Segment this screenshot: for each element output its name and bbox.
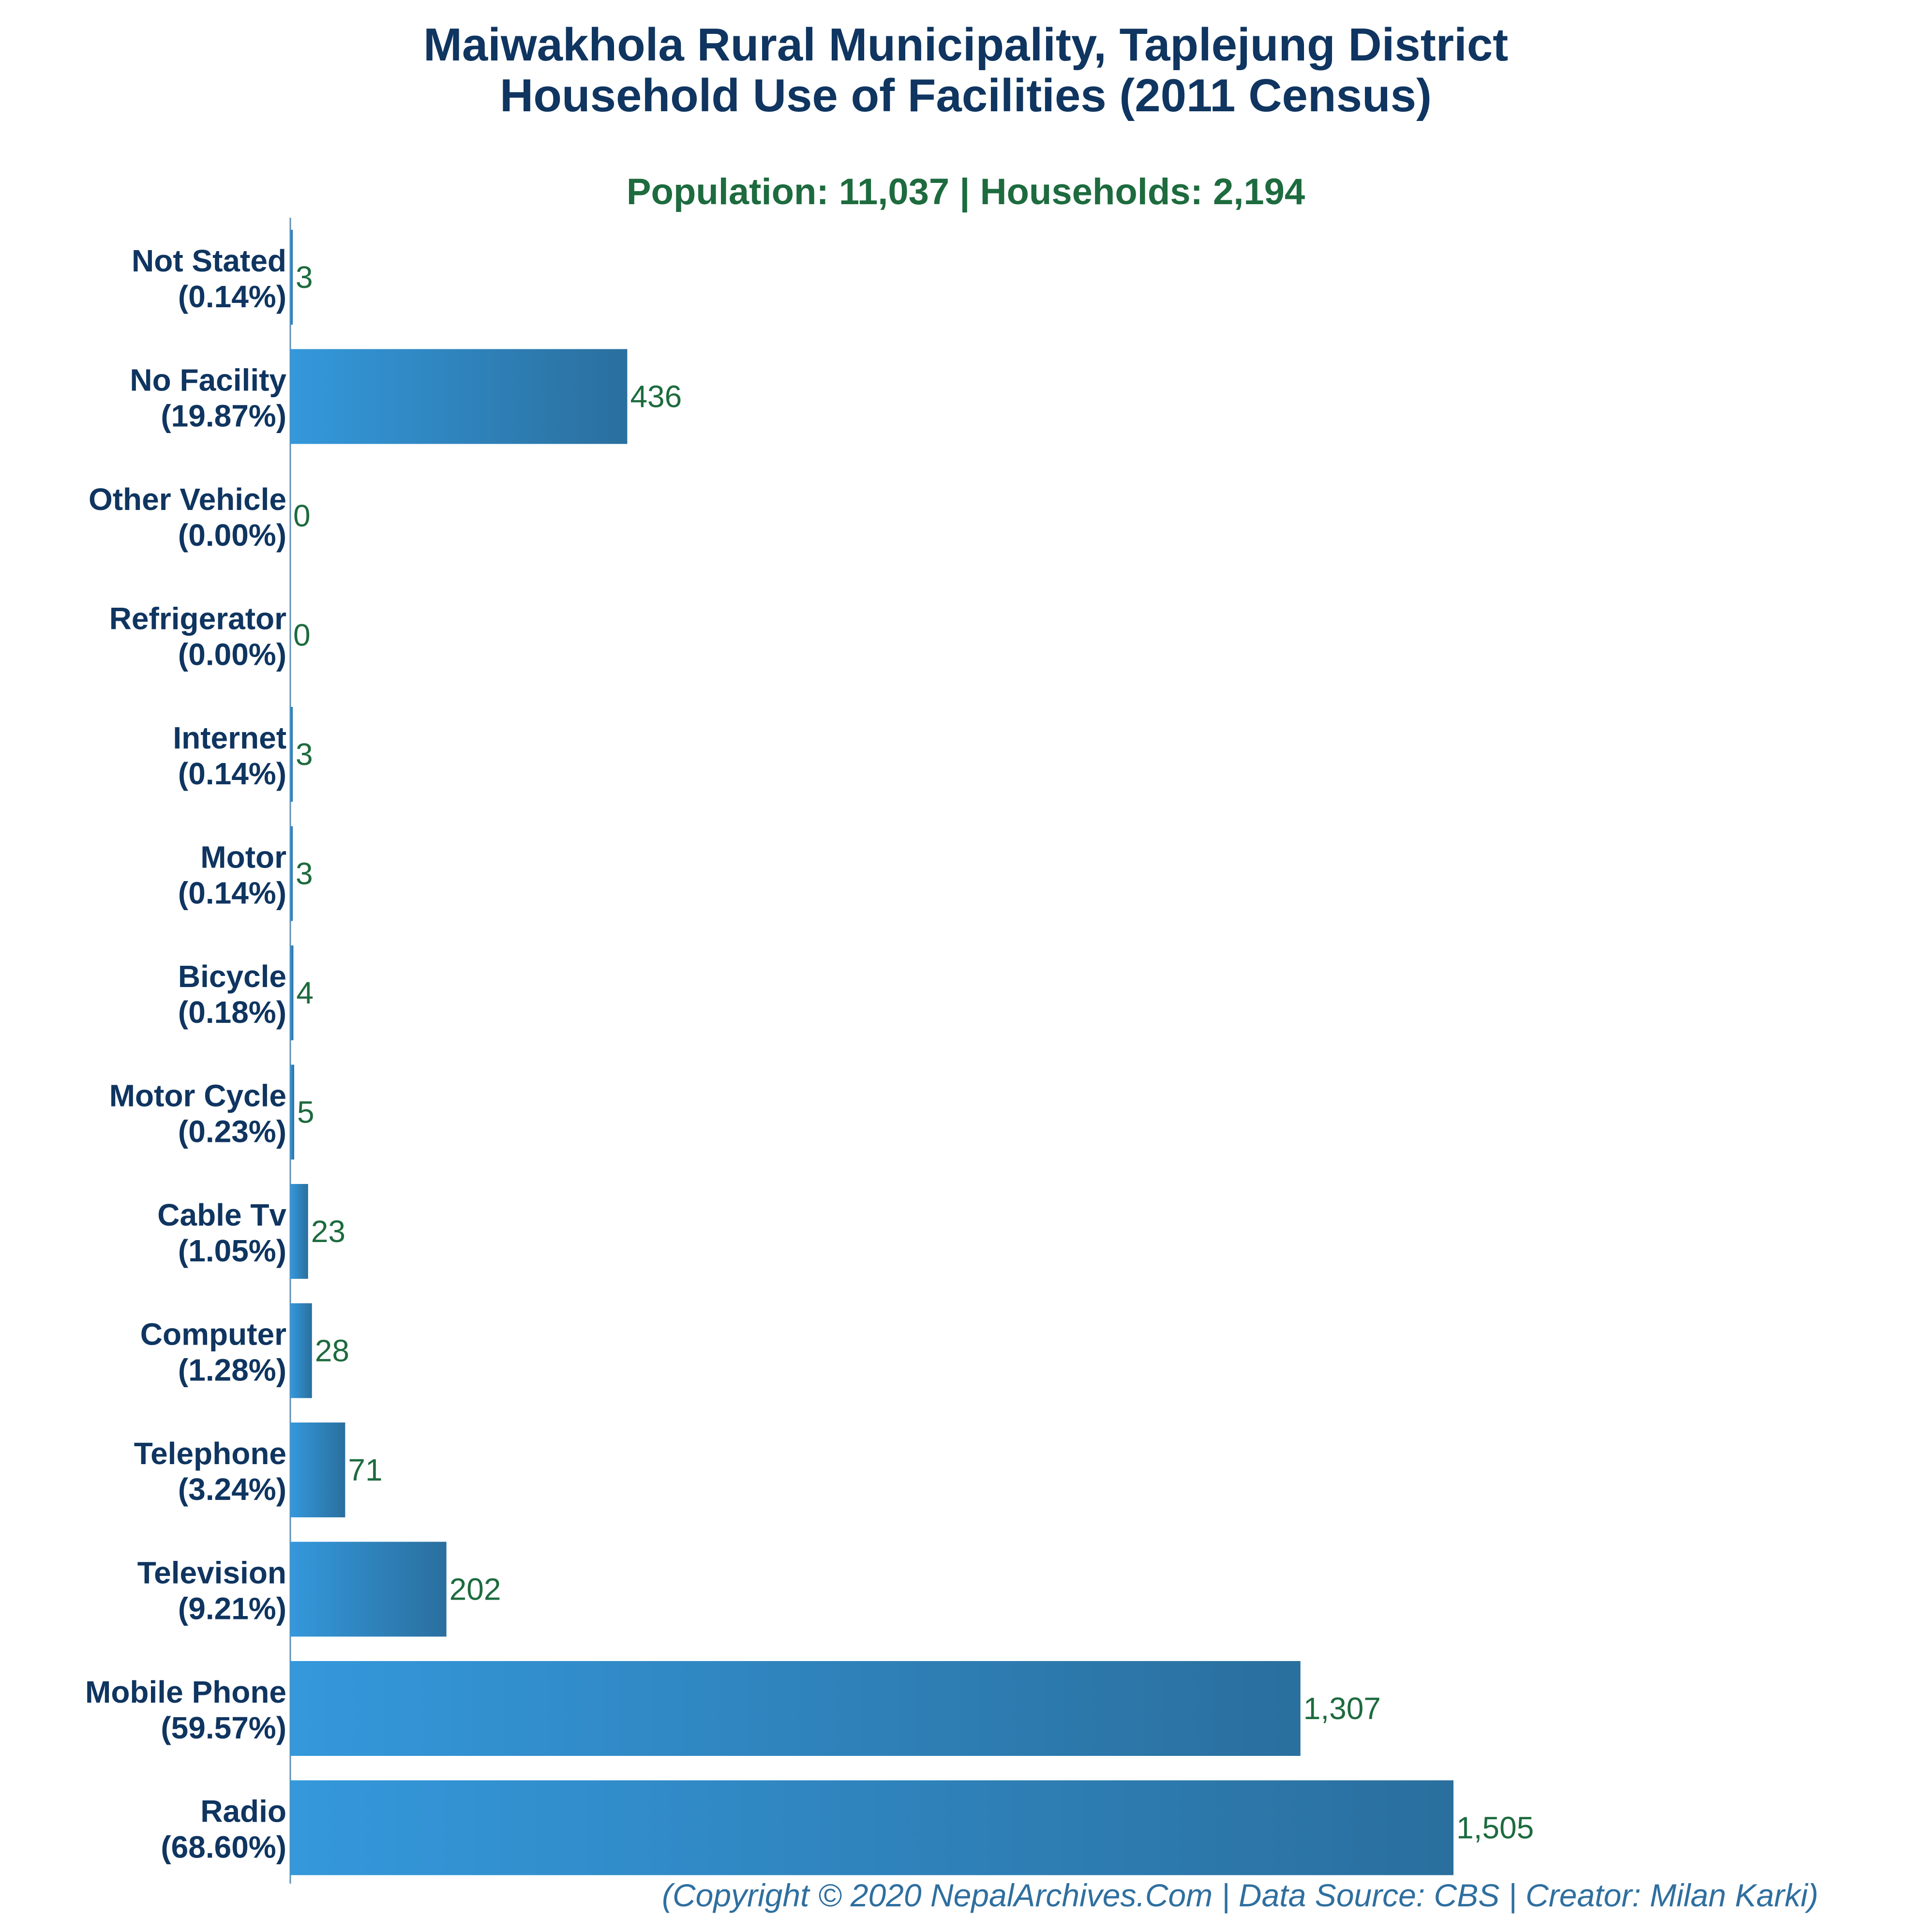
category-percent: (68.60%) — [161, 1830, 286, 1865]
bar-internet — [290, 707, 293, 802]
chart-subtitle: Population: 11,037 | Households: 2,194 — [627, 171, 1305, 213]
bar-radio — [290, 1780, 1453, 1875]
category-percent: (1.05%) — [178, 1233, 286, 1268]
value-label: 28 — [315, 1333, 349, 1368]
bar-motor — [290, 826, 293, 921]
value-label: 1,307 — [1303, 1691, 1381, 1726]
bar-cable-tv — [290, 1184, 308, 1279]
category-percent: (9.21%) — [178, 1591, 286, 1626]
category-label: Cable Tv — [157, 1198, 286, 1232]
category-percent: (0.18%) — [178, 995, 286, 1030]
category-label: Mobile Phone — [85, 1675, 286, 1709]
value-label: 3 — [296, 856, 313, 891]
chart-footer: (Copyright © 2020 NepalArchives.Com | Da… — [662, 1877, 1818, 1914]
category-percent: (3.24%) — [178, 1472, 286, 1507]
category-label: Internet — [173, 720, 286, 755]
category-label: Computer — [140, 1317, 286, 1352]
category-percent: (0.00%) — [178, 518, 286, 553]
category-label: No Facility — [130, 363, 286, 398]
bar-not-stated — [290, 230, 293, 325]
category-label: Television — [137, 1556, 286, 1590]
bar-motor-cycle — [290, 1064, 294, 1160]
bar-telephone — [290, 1423, 345, 1517]
category-label: Motor — [200, 840, 286, 875]
chart-title: Maiwakhola Rural Municipality, Taplejung… — [423, 19, 1508, 71]
category-label: Refrigerator — [109, 601, 286, 636]
category-label: Motor Cycle — [109, 1078, 286, 1113]
category-percent: (59.57%) — [161, 1710, 286, 1745]
chart-title-line2: Household Use of Facilities (2011 Census… — [500, 70, 1432, 121]
category-percent: (0.14%) — [178, 876, 286, 911]
category-label: Bicycle — [178, 959, 286, 994]
bar-bicycle — [290, 945, 294, 1040]
bar-mobile-phone — [290, 1661, 1301, 1756]
value-label: 1,505 — [1456, 1811, 1534, 1845]
category-label: Telephone — [134, 1436, 286, 1471]
value-label: 3 — [296, 737, 313, 772]
value-label: 202 — [449, 1572, 501, 1607]
bars-group: Not Stated(0.14%)3No Facility(19.87%)436… — [85, 230, 1534, 1875]
category-percent: (0.14%) — [178, 756, 286, 791]
category-percent: (19.87%) — [161, 399, 286, 434]
value-label: 23 — [311, 1214, 345, 1249]
category-label: Not Stated — [132, 243, 286, 278]
category-percent: (0.14%) — [178, 279, 286, 314]
category-percent: (0.00%) — [178, 637, 286, 672]
bar-computer — [290, 1303, 312, 1398]
bar-television — [290, 1542, 447, 1637]
category-label: Other Vehicle — [89, 482, 286, 517]
category-label: Radio — [200, 1794, 286, 1829]
bar-no-facility — [290, 349, 628, 444]
value-label: 0 — [293, 618, 311, 653]
category-percent: (0.23%) — [178, 1114, 286, 1149]
value-label: 436 — [630, 379, 682, 414]
value-label: 0 — [293, 498, 311, 533]
value-label: 71 — [348, 1453, 382, 1487]
category-percent: (1.28%) — [178, 1353, 286, 1388]
value-label: 4 — [296, 975, 314, 1010]
value-label: 3 — [296, 260, 313, 295]
value-label: 5 — [297, 1095, 315, 1130]
